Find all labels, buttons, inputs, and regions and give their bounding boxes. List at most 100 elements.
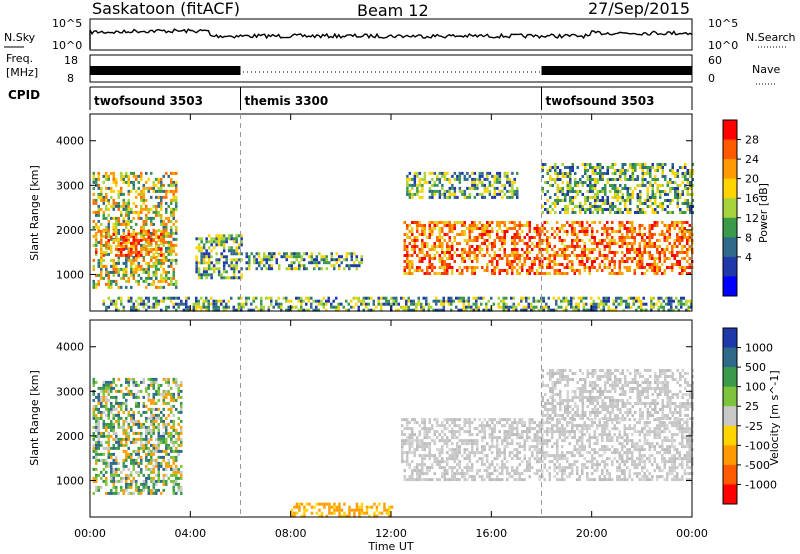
heat-cell [676,233,679,236]
heat-cell [436,251,439,254]
heat-cell [639,190,642,193]
heat-cell [237,302,240,306]
heat-cell [312,308,315,312]
heat-cell [421,478,424,482]
heat-cell [471,475,474,479]
heat-cell [285,258,288,262]
heat-cell [157,386,160,390]
heat-cell [471,421,474,425]
heat-cell [416,171,419,175]
heat-cell [593,242,596,245]
heat-cell [466,469,469,473]
heat-cell [433,245,436,248]
heat-cell [651,184,654,187]
heat-cell [135,401,138,405]
heat-cell [493,245,496,248]
heat-cell [648,227,651,230]
heat-cell [130,253,133,257]
freq-tick-left-0: 18 [64,54,78,67]
heat-cell [438,195,442,199]
heat-cell [471,245,474,248]
heat-cell [142,410,145,414]
heat-cell [593,236,596,239]
heat-cell [428,260,431,263]
heat-cell [606,242,609,245]
heat-cell [367,308,370,312]
heat-cell [403,233,406,236]
heat-cell [416,472,419,476]
heat-cell [656,163,659,166]
heat-cell [625,302,628,306]
heat-cell [521,248,524,251]
y-tick-label: 4000 [56,135,84,148]
heat-cell [667,308,670,312]
heat-cell [122,219,125,223]
heat-cell [283,255,286,259]
heat-cell [513,233,516,236]
heat-cell [122,207,125,211]
heat-cell [140,299,143,303]
heat-cell [624,184,627,187]
heat-cell [668,224,671,227]
heat-cell [240,237,243,241]
heat-cell [210,243,213,247]
heat-cell [227,249,231,253]
heat-cell [646,196,649,199]
heat-cell [97,437,100,441]
heat-cell [408,224,411,227]
heat-cell [628,266,631,269]
heat-cell [658,233,661,236]
heat-cell [142,449,145,453]
heat-cell [563,257,566,260]
heat-cell [542,308,545,312]
heat-cell [618,263,621,266]
heat-cell [192,305,195,309]
heat-cell [689,187,692,190]
heat-cell [461,248,464,251]
heat-cell [112,479,115,483]
heat-cell [603,245,606,248]
heat-cell [401,418,404,422]
heat-cell [175,446,178,450]
heat-cell [162,419,165,423]
heat-cell [145,476,148,480]
heat-cell [458,266,461,269]
heat-cell [639,202,642,205]
heat-cell [598,221,601,224]
heat-cell [661,272,664,275]
heat-cell [132,201,135,205]
heat-cell [97,229,100,233]
heat-cell [503,248,506,251]
heat-cell [152,422,155,426]
heat-cell [644,166,647,169]
heat-cell [411,430,414,434]
heat-cell [403,460,406,464]
heat-cell [496,230,499,233]
heat-cell [486,442,489,446]
heat-cell [130,232,133,236]
heat-cell [421,269,424,272]
heat-cell [686,272,689,275]
heat-cell [532,305,535,309]
heat-cell [551,227,554,230]
heat-cell [428,227,431,230]
heat-cell [584,166,587,169]
heat-cell [461,257,464,260]
heat-cell [676,202,679,205]
heat-cell [608,263,611,266]
heat-cell [237,296,240,300]
heat-cell [395,308,398,312]
heat-cell [671,199,674,202]
heat-cell [200,255,203,259]
heat-cell [619,175,622,178]
heat-cell [644,202,647,205]
heat-cell [92,380,95,384]
heat-cell [448,248,451,251]
heat-cell [145,389,148,393]
heat-cell [157,247,160,251]
heat-cell [468,233,471,236]
heat-cell [140,246,143,250]
heat-cell [556,175,559,178]
heat-cell [172,398,175,402]
heat-cell [503,171,507,175]
